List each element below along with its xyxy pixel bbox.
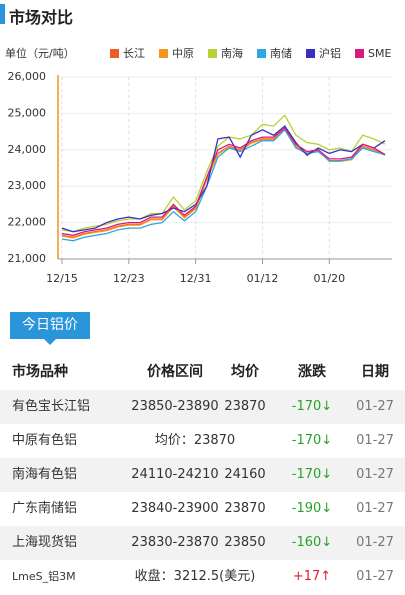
y-tick-label: 26,000 [8,70,47,83]
table-row: LmeS_铝3M 收盘：3212.5(美元) +17↑ 01-27 [0,560,405,594]
x-tick-label: 01/12 [247,272,279,285]
section-tab[interactable]: 今日铝价 [10,312,90,345]
column-header: 市场品种 [12,364,68,380]
change: -170↓ [284,424,340,458]
cell: 上海现货铝 [12,535,78,550]
cell: 23870 [224,399,266,414]
cell: 南海有色铝 [12,467,78,482]
series-line [61,114,386,233]
legend-label: 沪铝 [319,46,341,60]
cell: 01-27 [356,399,394,414]
series-line [61,128,386,242]
cell: 有色宝长江铝 [12,399,91,414]
change-text: -170 [291,433,322,448]
column-header: 价格区间 [147,364,203,380]
down-arrow: ↓ [321,467,333,482]
cell: 01-27 [356,501,394,516]
legend-swatch [355,49,364,58]
cell: 均价：23870 [154,433,236,448]
change: +17↑ [284,560,340,594]
cell: 01-27 [356,535,394,550]
cell: 收盘：3212.5(美元) [134,569,256,584]
cell: 24110-24210 [131,467,219,482]
legend-swatch [159,49,168,58]
table-row: 中原有色铝 均价：23870 -170↓ 01-27 [0,424,405,458]
column-header: 日期 [361,364,389,380]
header-title: 市场对比 [9,8,74,27]
table-row: 广东南储铝 23840-23900 23870 -190↓ 01-27 [0,492,405,526]
series-line [61,125,386,233]
legend-label: 南储 [270,46,292,60]
change: -190↓ [284,492,340,526]
header: 市场对比 [0,0,405,30]
cell: 广东南储铝 [12,501,78,516]
cell: 01-27 [356,569,394,584]
table-row: 有色宝长江铝 23850-23890 23870 -170↓ 01-27 [0,390,405,424]
column-header: 涨跌 [298,364,326,380]
y-tick-label: 21,000 [8,252,47,265]
change-text: -190 [291,501,322,516]
series-line [61,127,386,239]
column-header: 均价 [231,364,259,380]
legend-label: 长江 [123,47,145,60]
x-tick-label: 12/31 [180,272,212,285]
down-arrow: ↓ [321,433,333,448]
cell: 23850 [224,535,266,550]
series-line [61,127,386,236]
change: -160↓ [284,526,340,560]
y-tick-label: 25,000 [8,106,47,119]
legend-label: 中原 [172,47,194,60]
down-arrow: ↓ [321,501,333,516]
legend-label: SME [368,47,391,60]
y-tick-label: 24,000 [8,143,47,156]
change-text: -170 [291,399,322,414]
change: -170↓ [284,458,340,492]
change-text: -160 [291,535,322,550]
table-header: 市场品种 价格区间 均价 涨跌 日期 [0,355,405,389]
cell: 23830-23870 [131,535,219,550]
down-arrow: ↓ [321,535,333,550]
cell: LmeS_铝3M [12,570,76,583]
up-arrow: ↑ [320,569,332,584]
header-icon [0,4,5,24]
unit-label: 单位（元/吨） [5,46,75,60]
cell: 23870 [224,501,266,516]
cell: 01-27 [356,467,394,482]
x-tick-label: 01/20 [313,272,345,285]
change: -170↓ [284,390,340,424]
cell: 中原有色铝 [12,433,78,448]
change-text: +17 [292,569,321,584]
cell: 23850-23890 [131,399,219,414]
y-tick-label: 22,000 [8,216,47,229]
table-row: 上海现货铝 23830-23870 23850 -160↓ 01-27 [0,526,405,560]
legend-swatch [306,49,315,58]
y-tick-label: 23,000 [8,179,47,192]
x-tick-label: 12/15 [46,272,78,285]
change-text: -170 [291,467,322,482]
table-row: 南海有色铝 24110-24210 24160 -170↓ 01-27 [0,458,405,492]
legend-label: 南海 [221,46,243,60]
cell: 01-27 [356,433,394,448]
down-arrow: ↓ [321,399,333,414]
chart: 单位（元/吨） 21,000 22,000 23,000 24,000 25,000 26… [5,46,392,285]
x-tick-label: 12/23 [113,272,145,285]
cell: 24160 [224,467,266,482]
legend-swatch [208,49,217,58]
cell: 23840-23900 [131,501,219,516]
legend-swatch [257,49,266,58]
legend-swatch [110,49,119,58]
